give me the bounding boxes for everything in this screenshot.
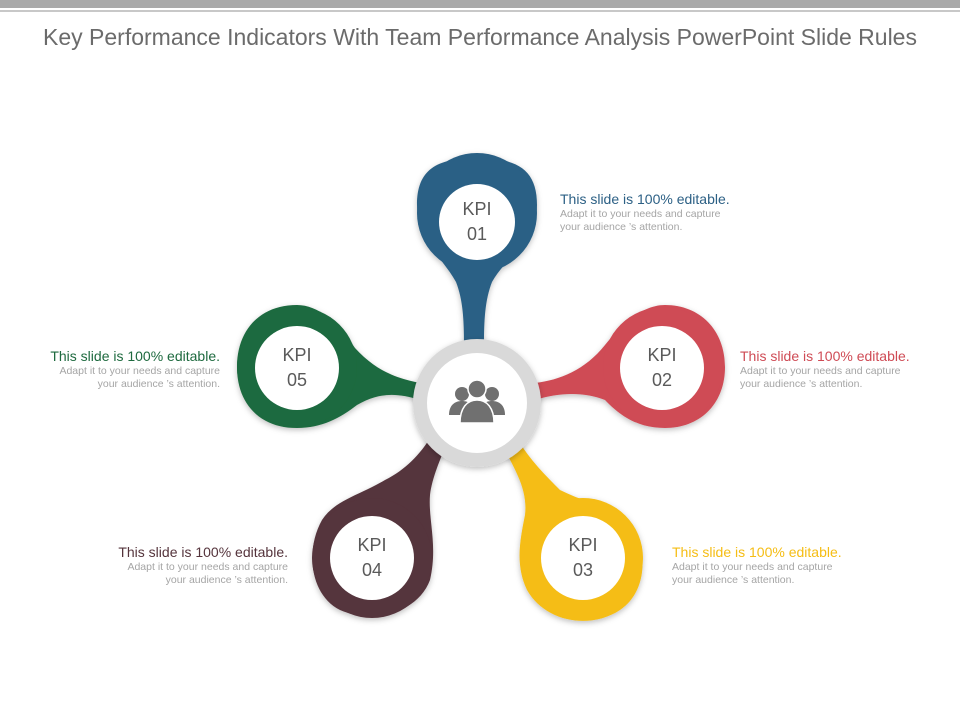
kpi-04-note-line1: Adapt it to your needs and capture	[127, 561, 288, 573]
top-bar-divider	[0, 10, 960, 12]
kpi-03-note-line2: your audience ’s attention.	[672, 574, 795, 586]
kpi-02-note: This slide is 100% editable. Adapt it to…	[740, 347, 950, 391]
kpi-04-note: This slide is 100% editable. Adapt it to…	[78, 543, 288, 587]
kpi-05-note-line1: Adapt it to your needs and capture	[59, 365, 220, 377]
kpi-01-label: KPI 01	[442, 197, 512, 247]
kpi-05-note: This slide is 100% editable. Adapt it to…	[10, 347, 220, 391]
kpi-04-inner-circle	[330, 516, 414, 600]
kpi-05-inner-circle	[255, 326, 339, 410]
kpi-02-note-line2: your audience ’s attention.	[740, 378, 863, 390]
kpi-03-inner-circle	[541, 516, 625, 600]
kpi-02-label-text: KPI	[647, 345, 677, 365]
kpi-01-note-line2: your audience ’s attention.	[560, 221, 683, 233]
kpi-02-note-heading: This slide is 100% editable.	[740, 348, 910, 364]
kpi-01-note-heading: This slide is 100% editable.	[560, 191, 730, 207]
kpi-01-note-line1: Adapt it to your needs and capture	[560, 208, 721, 220]
kpi-02-note-line1: Adapt it to your needs and capture	[740, 365, 901, 377]
kpi-03-note-line1: Adapt it to your needs and capture	[672, 561, 833, 573]
team-people-icon	[449, 379, 505, 424]
kpi-01-note: This slide is 100% editable. Adapt it to…	[560, 190, 770, 234]
kpi-03-note-heading: This slide is 100% editable.	[672, 544, 842, 560]
kpi-02-label: KPI 02	[627, 343, 697, 393]
kpi-05-label: KPI 05	[262, 343, 332, 393]
kpi-03-label: KPI 03	[548, 533, 618, 583]
slide-title: Key Performance Indicators With Team Per…	[43, 24, 917, 50]
kpi-05-label-text: KPI	[282, 345, 312, 365]
kpi-02-inner-circle	[620, 326, 704, 410]
kpi-02-number: 02	[651, 370, 673, 390]
kpi-05-note-heading: This slide is 100% editable.	[50, 348, 220, 364]
kpi-03-number: 03	[572, 560, 594, 580]
kpi-01-number: 01	[466, 224, 488, 244]
kpi-04-number: 04	[361, 560, 383, 580]
top-bar	[0, 0, 960, 8]
kpi-01-label-text: KPI	[462, 199, 492, 219]
kpi-05-note-line2: your audience ’s attention.	[97, 378, 220, 390]
kpi-01-inner-circle	[439, 184, 515, 260]
kpi-04-note-heading: This slide is 100% editable.	[118, 544, 288, 560]
kpi-04-label-text: KPI	[357, 535, 387, 555]
kpi-04-note-line2: your audience ’s attention.	[165, 574, 288, 586]
kpi-05-number: 05	[286, 370, 308, 390]
kpi-03-note: This slide is 100% editable. Adapt it to…	[672, 543, 882, 587]
kpi-03-label-text: KPI	[568, 535, 598, 555]
kpi-04-label: KPI 04	[337, 533, 407, 583]
